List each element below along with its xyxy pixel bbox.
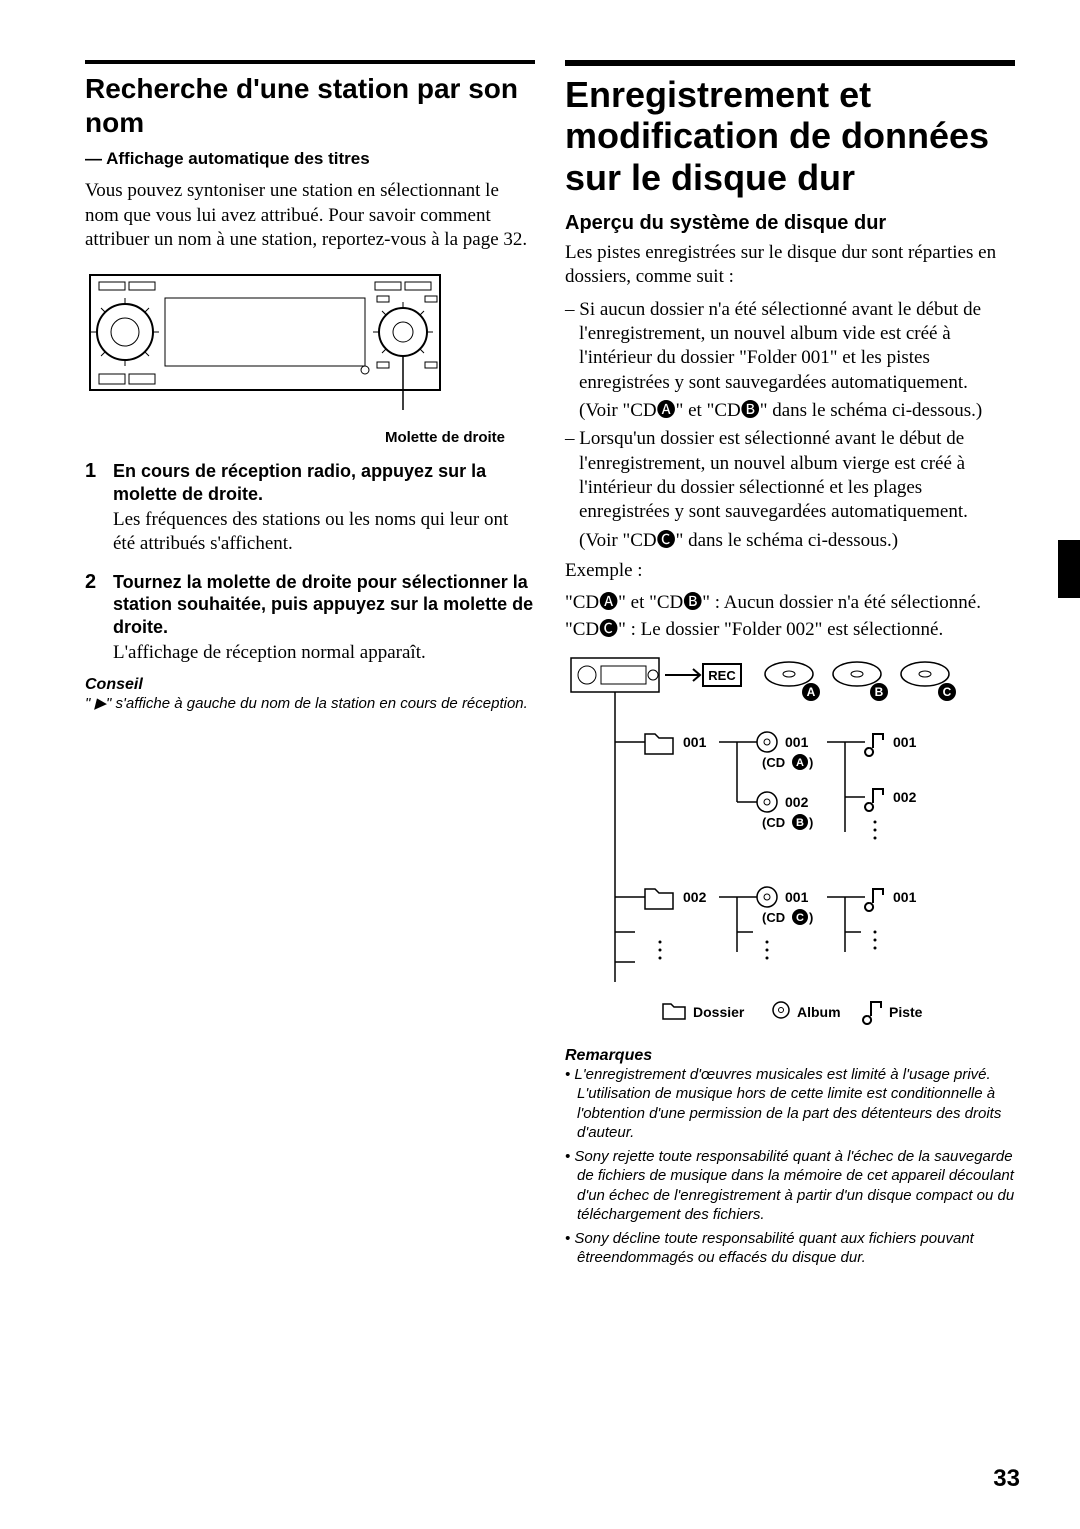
svg-text:002: 002 — [893, 789, 917, 805]
step-1: 1 En cours de réception radio, appuyez s… — [85, 460, 535, 557]
left-column: Recherche d'une station par son nom — Af… — [85, 60, 535, 1272]
svg-text:Album: Album — [797, 1004, 841, 1020]
svg-text:(CD: (CD — [762, 815, 785, 830]
example-label: Exemple : — [565, 559, 1015, 583]
tip-heading: Conseil — [85, 676, 535, 694]
step-text: Les fréquences des stations ou les noms … — [113, 508, 535, 557]
side-tab — [1058, 540, 1080, 598]
svg-text:B: B — [796, 817, 804, 829]
bullet-item: – Si aucun dossier n'a été sélectionné a… — [565, 298, 1015, 395]
remarks-heading: Remarques — [565, 1047, 1015, 1065]
right-subheading: Aperçu du système de disque dur — [565, 212, 1015, 235]
section-rule — [85, 60, 535, 64]
right-heading: Enregistrement et modification de donnée… — [565, 74, 1015, 198]
svg-text:Dossier: Dossier — [693, 1004, 745, 1020]
step-title: Tournez la molette de droite pour sélect… — [113, 571, 535, 639]
remarks-list: • L'enregistrement d'œuvres musicales es… — [565, 1065, 1015, 1268]
svg-text:001: 001 — [683, 734, 707, 750]
svg-text:): ) — [809, 910, 813, 925]
svg-text:001: 001 — [893, 734, 917, 750]
device-illustration: Molette de droite — [85, 270, 535, 446]
svg-text:001: 001 — [785, 889, 809, 905]
right-column: Enregistrement et modification de donnée… — [565, 60, 1015, 1272]
svg-text:): ) — [809, 755, 813, 770]
album-icon — [757, 792, 777, 812]
remark-item: • Sony décline toute responsabilité quan… — [565, 1229, 1015, 1268]
svg-text:A: A — [807, 685, 816, 699]
svg-text:(CD: (CD — [762, 755, 785, 770]
svg-text:): ) — [809, 815, 813, 830]
folder-icon — [645, 734, 673, 754]
album-icon — [757, 887, 777, 907]
svg-text:Piste: Piste — [889, 1004, 923, 1020]
right-p1: Les pistes enregistrées sur le disque du… — [565, 241, 1015, 290]
svg-text:001: 001 — [893, 889, 917, 905]
folder-diagram: REC A B C — [565, 652, 1015, 1037]
page-columns: Recherche d'une station par son nom — Af… — [85, 60, 1015, 1272]
bullet-item: (Voir "CD🅐" et "CD🅑" dans le schéma ci-d… — [565, 399, 1015, 423]
step-2: 2 Tournez la molette de droite pour séle… — [85, 571, 535, 666]
rec-label: REC — [708, 668, 736, 683]
track-icon — [865, 889, 883, 911]
svg-text:A: A — [796, 757, 804, 769]
bullet-item: (Voir "CD🅒" dans le schéma ci-dessous.) — [565, 529, 1015, 553]
step-number: 1 — [85, 460, 103, 557]
track-icon — [865, 789, 883, 811]
step-number: 2 — [85, 571, 103, 666]
svg-text:001: 001 — [785, 734, 809, 750]
svg-text:(CD: (CD — [762, 910, 785, 925]
remark-item: • Sony rejette toute responsabilité quan… — [565, 1147, 1015, 1225]
example-line: "CD🅒" : Le dossier "Folder 002" est séle… — [565, 618, 1015, 642]
left-intro: Vous pouvez syntoniser une station en sé… — [85, 179, 535, 252]
folder-icon — [645, 889, 673, 909]
step-title: En cours de réception radio, appuyez sur… — [113, 460, 535, 505]
bullet-item: – Lorsqu'un dossier est sélectionné avan… — [565, 427, 1015, 524]
step-text: L'affichage de réception normal apparaît… — [113, 641, 535, 665]
right-bullets: – Si aucun dossier n'a été sélectionné a… — [565, 298, 1015, 553]
svg-text:B: B — [875, 685, 884, 699]
left-subheading: — Affichage automatique des titres — [85, 149, 535, 169]
svg-text:C: C — [943, 685, 952, 699]
svg-text:C: C — [796, 912, 804, 924]
track-icon — [865, 734, 883, 756]
svg-text:002: 002 — [785, 794, 809, 810]
remark-item: • L'enregistrement d'œuvres musicales es… — [565, 1065, 1015, 1143]
device-caption: Molette de droite — [85, 429, 535, 446]
album-icon — [757, 732, 777, 752]
tip-body: " ▶" s'affiche à gauche du nom de la sta… — [85, 694, 535, 714]
left-heading: Recherche d'une station par son nom — [85, 72, 535, 139]
section-rule — [565, 60, 1015, 66]
svg-text:002: 002 — [683, 889, 707, 905]
example-line: "CD🅐" et "CD🅑" : Aucun dossier n'a été s… — [565, 591, 1015, 615]
page-number: 33 — [993, 1465, 1020, 1493]
